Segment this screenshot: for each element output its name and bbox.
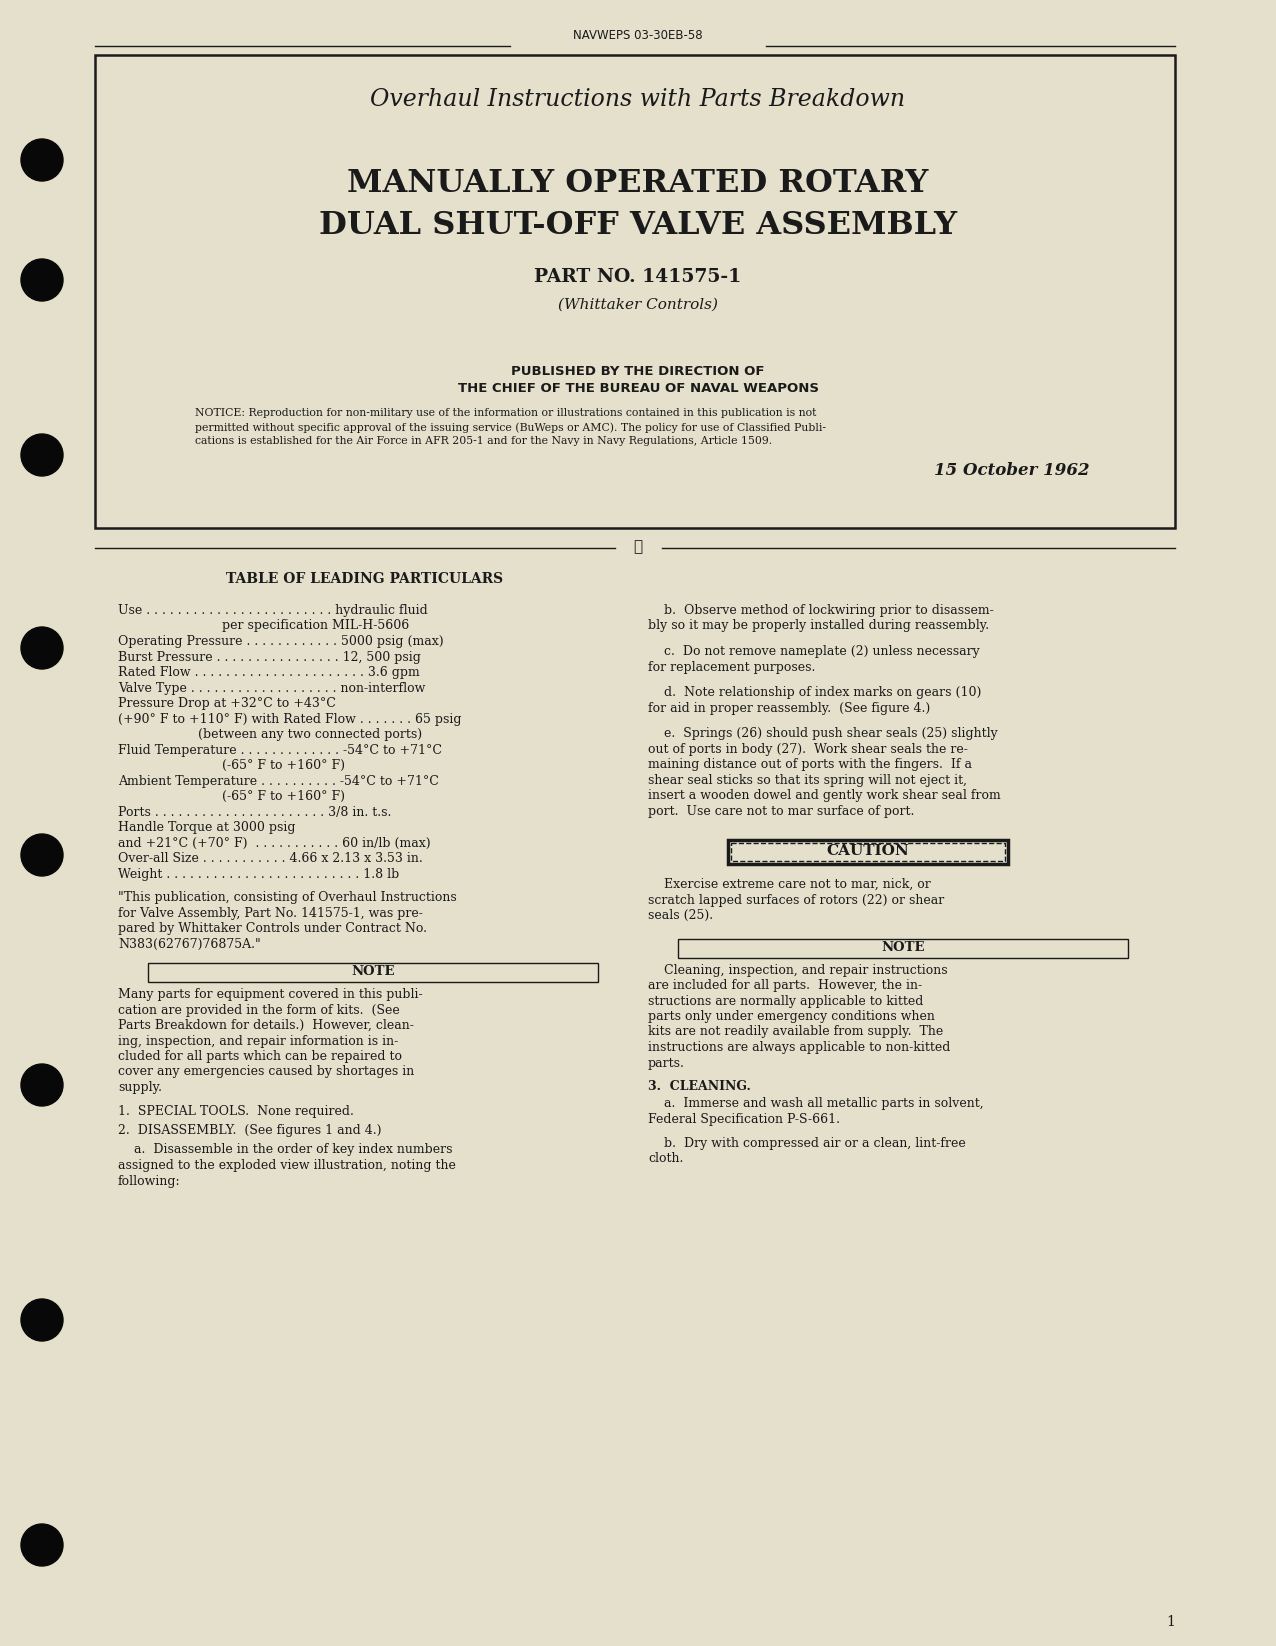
Text: instructions are always applicable to non-kitted: instructions are always applicable to no… <box>648 1040 951 1053</box>
Text: ★: ★ <box>633 540 643 555</box>
Circle shape <box>20 1299 63 1341</box>
Circle shape <box>20 1524 63 1565</box>
Text: Fluid Temperature . . . . . . . . . . . . . -54°C to +71°C: Fluid Temperature . . . . . . . . . . . … <box>117 744 441 757</box>
Bar <box>731 843 1005 861</box>
Circle shape <box>20 1063 63 1106</box>
Text: c.  Do not remove nameplate (2) unless necessary: c. Do not remove nameplate (2) unless ne… <box>648 645 980 658</box>
Text: Federal Specification P-S-661.: Federal Specification P-S-661. <box>648 1113 840 1126</box>
Text: ing, inspection, and repair information is in-: ing, inspection, and repair information … <box>117 1034 398 1047</box>
Text: a.  Disassemble in the order of key index numbers: a. Disassemble in the order of key index… <box>117 1144 453 1157</box>
Text: Use . . . . . . . . . . . . . . . . . . . . . . . . hydraulic fluid: Use . . . . . . . . . . . . . . . . . . … <box>117 604 427 617</box>
Text: Valve Type . . . . . . . . . . . . . . . . . . . non-interflow: Valve Type . . . . . . . . . . . . . . .… <box>117 681 425 695</box>
Text: e.  Springs (26) should push shear seals (25) slightly: e. Springs (26) should push shear seals … <box>648 728 998 741</box>
Text: parts only under emergency conditions when: parts only under emergency conditions wh… <box>648 1011 935 1024</box>
Text: cloth.: cloth. <box>648 1152 684 1165</box>
Bar <box>678 938 1128 958</box>
Text: (Whittaker Controls): (Whittaker Controls) <box>558 298 718 313</box>
Text: for aid in proper reassembly.  (See figure 4.): for aid in proper reassembly. (See figur… <box>648 701 930 714</box>
Text: Overhaul Instructions with Parts Breakdown: Overhaul Instructions with Parts Breakdo… <box>370 87 906 110</box>
Text: per specification MIL-H-5606: per specification MIL-H-5606 <box>117 619 410 632</box>
Text: NOTICE: Reproduction for non-military use of the information or illustrations co: NOTICE: Reproduction for non-military us… <box>195 408 817 418</box>
Text: Rated Flow . . . . . . . . . . . . . . . . . . . . . . 3.6 gpm: Rated Flow . . . . . . . . . . . . . . .… <box>117 667 420 680</box>
Circle shape <box>20 627 63 668</box>
Text: CAUTION: CAUTION <box>827 844 910 858</box>
Text: for replacement purposes.: for replacement purposes. <box>648 660 815 673</box>
Text: Parts Breakdown for details.)  However, clean-: Parts Breakdown for details.) However, c… <box>117 1019 413 1032</box>
Text: are included for all parts.  However, the in-: are included for all parts. However, the… <box>648 979 923 993</box>
Text: PUBLISHED BY THE DIRECTION OF: PUBLISHED BY THE DIRECTION OF <box>512 365 764 379</box>
Text: kits are not readily available from supply.  The: kits are not readily available from supp… <box>648 1025 943 1039</box>
Text: permitted without specific approval of the issuing service (BuWeps or AMC). The : permitted without specific approval of t… <box>195 421 826 433</box>
Text: Weight . . . . . . . . . . . . . . . . . . . . . . . . . 1.8 lb: Weight . . . . . . . . . . . . . . . . .… <box>117 867 399 881</box>
Text: Over-all Size . . . . . . . . . . . 4.66 x 2.13 x 3.53 in.: Over-all Size . . . . . . . . . . . 4.66… <box>117 853 422 866</box>
Text: insert a wooden dowel and gently work shear seal from: insert a wooden dowel and gently work sh… <box>648 788 1000 802</box>
Text: following:: following: <box>117 1175 181 1187</box>
Text: cluded for all parts which can be repaired to: cluded for all parts which can be repair… <box>117 1050 402 1063</box>
Text: 2.  DISASSEMBLY.  (See figures 1 and 4.): 2. DISASSEMBLY. (See figures 1 and 4.) <box>117 1124 382 1137</box>
Text: NOTE: NOTE <box>882 940 925 953</box>
Text: assigned to the exploded view illustration, noting the: assigned to the exploded view illustrati… <box>117 1159 456 1172</box>
Text: a.  Immerse and wash all metallic parts in solvent,: a. Immerse and wash all metallic parts i… <box>648 1098 984 1111</box>
Text: (between any two connected ports): (between any two connected ports) <box>117 728 422 741</box>
Text: Ambient Temperature . . . . . . . . . . -54°C to +71°C: Ambient Temperature . . . . . . . . . . … <box>117 775 439 787</box>
Text: Pressure Drop at +32°C to +43°C: Pressure Drop at +32°C to +43°C <box>117 696 336 709</box>
Text: PART NO. 141575-1: PART NO. 141575-1 <box>535 268 741 286</box>
Text: d.  Note relationship of index marks on gears (10): d. Note relationship of index marks on g… <box>648 686 981 700</box>
Text: shear seal sticks so that its spring will not eject it,: shear seal sticks so that its spring wil… <box>648 774 967 787</box>
Text: DUAL SHUT-OFF VALVE ASSEMBLY: DUAL SHUT-OFF VALVE ASSEMBLY <box>319 211 957 240</box>
Text: pared by Whittaker Controls under Contract No.: pared by Whittaker Controls under Contra… <box>117 922 427 935</box>
Text: Handle Torque at 3000 psig: Handle Torque at 3000 psig <box>117 821 296 835</box>
Text: THE CHIEF OF THE BUREAU OF NAVAL WEAPONS: THE CHIEF OF THE BUREAU OF NAVAL WEAPONS <box>458 382 818 395</box>
Text: N383(62767)76875A.": N383(62767)76875A." <box>117 938 260 950</box>
Bar <box>148 963 598 983</box>
Text: parts.: parts. <box>648 1057 685 1070</box>
Text: MANUALLY OPERATED ROTARY: MANUALLY OPERATED ROTARY <box>347 168 929 199</box>
Text: supply.: supply. <box>117 1081 162 1095</box>
Text: Cleaning, inspection, and repair instructions: Cleaning, inspection, and repair instruc… <box>648 963 948 976</box>
Text: TABLE OF LEADING PARTICULARS: TABLE OF LEADING PARTICULARS <box>226 573 504 586</box>
Text: 3.  CLEANING.: 3. CLEANING. <box>648 1080 750 1093</box>
Text: Many parts for equipment covered in this publi-: Many parts for equipment covered in this… <box>117 988 422 1001</box>
Text: port.  Use care not to mar surface of port.: port. Use care not to mar surface of por… <box>648 805 915 818</box>
Text: Burst Pressure . . . . . . . . . . . . . . . . 12, 500 psig: Burst Pressure . . . . . . . . . . . . .… <box>117 650 421 663</box>
Text: b.  Observe method of lockwiring prior to disassem-: b. Observe method of lockwiring prior to… <box>648 604 994 617</box>
Bar <box>729 839 1008 864</box>
Text: bly so it may be properly installed during reassembly.: bly so it may be properly installed duri… <box>648 619 989 632</box>
Circle shape <box>20 258 63 301</box>
Text: 15 October 1962: 15 October 1962 <box>934 463 1090 479</box>
Text: cation are provided in the form of kits.  (See: cation are provided in the form of kits.… <box>117 1004 399 1017</box>
Text: structions are normally applicable to kitted: structions are normally applicable to ki… <box>648 994 924 1007</box>
Text: NOTE: NOTE <box>351 965 394 978</box>
Text: (+90° F to +110° F) with Rated Flow . . . . . . . 65 psig: (+90° F to +110° F) with Rated Flow . . … <box>117 713 462 726</box>
Text: cations is established for the Air Force in AFR 205-1 and for the Navy in Navy R: cations is established for the Air Force… <box>195 436 772 446</box>
Text: Exercise extreme care not to mar, nick, or: Exercise extreme care not to mar, nick, … <box>648 877 930 890</box>
Text: out of ports in body (27).  Work shear seals the re-: out of ports in body (27). Work shear se… <box>648 742 968 756</box>
Circle shape <box>20 435 63 476</box>
Text: (-65° F to +160° F): (-65° F to +160° F) <box>117 759 345 772</box>
Text: and +21°C (+70° F)  . . . . . . . . . . . 60 in/lb (max): and +21°C (+70° F) . . . . . . . . . . .… <box>117 836 430 849</box>
Circle shape <box>20 835 63 876</box>
Bar <box>94 54 1175 528</box>
Text: scratch lapped surfaces of rotors (22) or shear: scratch lapped surfaces of rotors (22) o… <box>648 894 944 907</box>
Text: Operating Pressure . . . . . . . . . . . . 5000 psig (max): Operating Pressure . . . . . . . . . . .… <box>117 635 444 649</box>
Text: NAVWEPS 03-30EB-58: NAVWEPS 03-30EB-58 <box>573 30 703 43</box>
Text: maining distance out of ports with the fingers.  If a: maining distance out of ports with the f… <box>648 759 972 770</box>
Text: Ports . . . . . . . . . . . . . . . . . . . . . . 3/8 in. t.s.: Ports . . . . . . . . . . . . . . . . . … <box>117 805 392 818</box>
Text: "This publication, consisting of Overhaul Instructions: "This publication, consisting of Overhau… <box>117 890 457 904</box>
Text: for Valve Assembly, Part No. 141575-1, was pre-: for Valve Assembly, Part No. 141575-1, w… <box>117 907 422 920</box>
Text: 1: 1 <box>1166 1615 1175 1630</box>
Text: cover any emergencies caused by shortages in: cover any emergencies caused by shortage… <box>117 1065 415 1078</box>
Text: (-65° F to +160° F): (-65° F to +160° F) <box>117 790 345 803</box>
Text: 1.  SPECIAL TOOLS.  None required.: 1. SPECIAL TOOLS. None required. <box>117 1104 353 1118</box>
Text: seals (25).: seals (25). <box>648 909 713 922</box>
Circle shape <box>20 138 63 181</box>
Text: b.  Dry with compressed air or a clean, lint-free: b. Dry with compressed air or a clean, l… <box>648 1136 966 1149</box>
